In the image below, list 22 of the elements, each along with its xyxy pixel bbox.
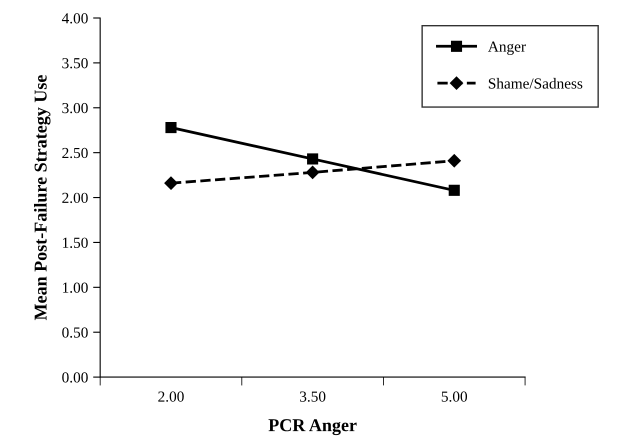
legend-label: Anger [488,42,526,55]
y-tick-label: 2.00 [62,192,88,204]
y-tick-label: 1.50 [62,238,88,248]
y-axis-title: Mean Post-Failure Strategy Use [34,75,51,320]
y-tick-label: 0.50 [62,327,88,338]
y-tick-label: 0.00 [62,372,88,383]
point [165,122,177,134]
point [307,153,318,165]
x-tick-label: 5.00 [442,391,468,402]
y-tick-label: 3.00 [62,102,88,114]
point [448,154,461,168]
y-tick-label: 1.00 [62,282,88,293]
point [164,176,178,190]
y-tick-label: 4.00 [62,13,88,24]
x-tick-label: 2.00 [158,391,184,402]
point [448,184,460,196]
x-tick-label: 3.50 [300,391,326,402]
legend-label: Shame/Sadness [488,78,582,89]
y-tick-label: 3.50 [62,58,88,68]
x-axis-title: PCR Anger [268,419,357,436]
point [306,166,320,179]
y-tick-label: 2.50 [62,148,88,158]
